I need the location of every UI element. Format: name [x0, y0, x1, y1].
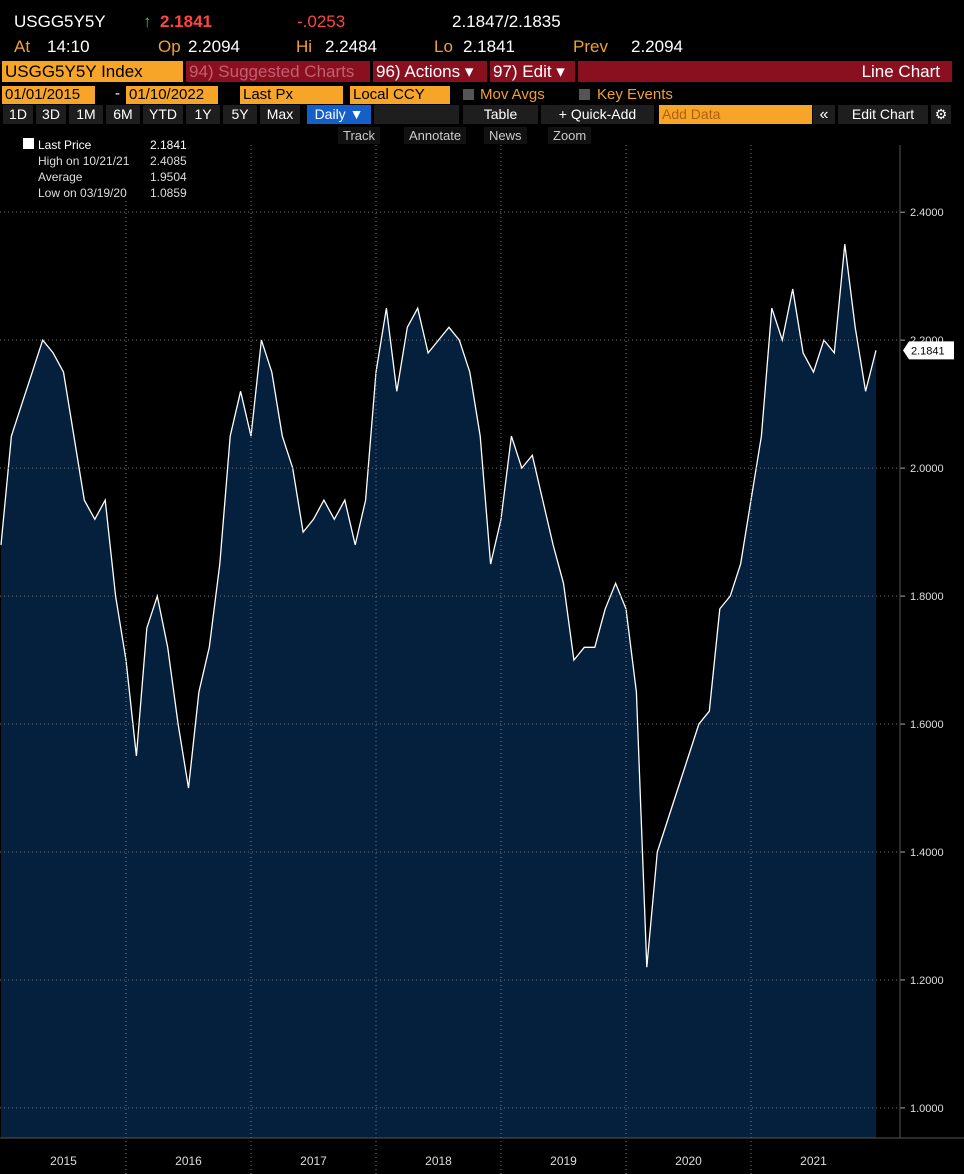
tool[interactable]: Zoom — [548, 127, 592, 144]
y-tick-label: 1.6000 — [910, 719, 944, 731]
bidask: 2.1847/2.1835 — [452, 12, 561, 31]
value: 2.2094 — [188, 37, 240, 56]
icon-button[interactable] — [374, 105, 459, 124]
label: Op — [158, 37, 181, 56]
option[interactable]: Mov Avgs — [480, 86, 545, 103]
collapse[interactable]: « — [813, 105, 835, 124]
period-button[interactable]: 5Y — [223, 105, 257, 124]
date-input[interactable]: 01/10/2022 — [126, 86, 218, 104]
value: 2.1841 — [463, 37, 515, 56]
chart-type: Line Chart — [578, 61, 952, 82]
legend-value: 2.1841 — [150, 138, 187, 152]
date-input[interactable]: 01/01/2015 — [2, 86, 95, 104]
table-button[interactable]: Table — [463, 105, 538, 124]
y-tick-label: 1.4000 — [910, 847, 944, 859]
last-price-label: 2.1841 — [911, 345, 945, 357]
y-tick-label: 1.2000 — [910, 975, 944, 987]
label: Lo — [434, 37, 453, 56]
ticker: USGG5Y5Y — [14, 12, 106, 31]
price-tag — [903, 341, 954, 360]
period-button[interactable]: 3D — [36, 105, 66, 124]
frequency[interactable]: Daily ▼ — [307, 105, 371, 124]
x-tick-label: 2015 — [50, 1154, 77, 1168]
value: 14:10 — [47, 37, 90, 56]
checkbox[interactable] — [579, 89, 590, 100]
x-tick-label: 2021 — [800, 1154, 827, 1168]
area — [1, 244, 876, 1138]
x-tick-label: 2016 — [175, 1154, 202, 1168]
legend: Last Price 2.1841 High on 10/21/21 2.4085 Av… — [6, 135, 196, 201]
settings-gear[interactable]: ⚙ — [931, 105, 951, 124]
menu-button[interactable]: 96) Actions ▾ — [373, 61, 487, 82]
period-button[interactable]: Max — [260, 105, 300, 124]
add-data[interactable]: Add Data — [659, 105, 812, 124]
legend-label: Last Price — [38, 138, 92, 152]
legend-label: High on 10/21/21 — [38, 154, 130, 168]
security[interactable]: USGG5Y5Y Index — [2, 61, 183, 82]
period-button[interactable]: YTD — [143, 105, 183, 124]
period-button[interactable]: 1Y — [186, 105, 220, 124]
arrow: ↑ — [143, 12, 152, 31]
currency-select[interactable]: Local CCY — [350, 86, 450, 104]
legend-value: 1.0859 — [150, 186, 187, 200]
y-tick-label: 2.0000 — [910, 463, 944, 475]
menu-button[interactable]: 97) Edit ▾ — [490, 61, 575, 82]
value: 2.2484 — [325, 37, 377, 56]
x-tick-label: 2020 — [675, 1154, 702, 1168]
label: At — [14, 37, 31, 56]
legend-label: Average — [38, 170, 83, 184]
value: 2.2094 — [631, 37, 683, 56]
menu-button[interactable]: 94) Suggested Charts — [186, 61, 370, 82]
period-button[interactable]: 1D — [3, 105, 33, 124]
legend-value: 2.4085 — [150, 154, 187, 168]
period-button[interactable]: 1M — [69, 105, 103, 124]
period-button[interactable]: 6M — [106, 105, 140, 124]
last: 2.1841 — [160, 12, 212, 31]
change: -.0253 — [297, 12, 346, 31]
field-select[interactable]: Last Px — [240, 86, 343, 104]
x-tick-label: 2018 — [425, 1154, 452, 1168]
dash: - — [115, 85, 120, 102]
quick-add[interactable]: + Quick-Add — [541, 105, 654, 124]
legend-value: 1.9504 — [150, 170, 187, 184]
legend-label: Low on 03/19/20 — [38, 186, 127, 200]
y-tick-label: 2.4000 — [910, 207, 944, 219]
label: Prev — [573, 37, 608, 56]
y-tick-label: 1.0000 — [910, 1103, 944, 1115]
y-tick-label: 1.8000 — [910, 591, 944, 603]
tool[interactable]: Track — [338, 127, 381, 144]
tool[interactable]: News — [484, 127, 527, 144]
legend-swatch — [23, 138, 34, 149]
edit-chart[interactable]: Edit Chart — [838, 105, 928, 124]
label: Hi — [296, 37, 313, 56]
checkbox[interactable] — [463, 89, 474, 100]
x-tick-label: 2017 — [300, 1154, 327, 1168]
tool[interactable]: Annotate — [404, 127, 467, 144]
x-tick-label: 2019 — [550, 1154, 577, 1168]
option[interactable]: Key Events — [597, 86, 673, 103]
line — [0, 244, 877, 968]
